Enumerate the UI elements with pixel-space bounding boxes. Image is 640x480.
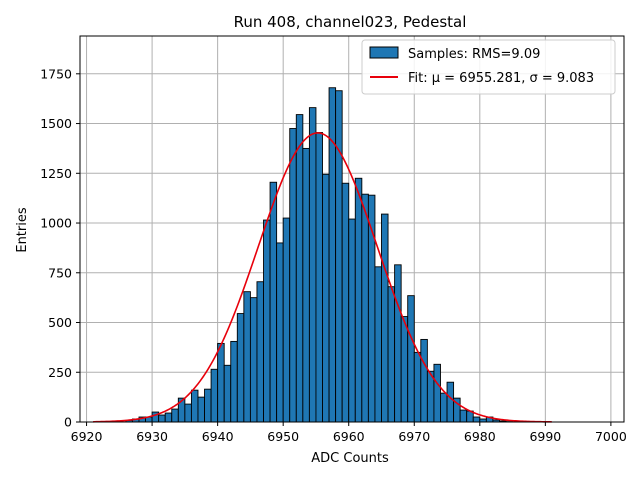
plot-frame	[79, 35, 625, 423]
histogram-bar	[413, 351, 422, 423]
histogram-bar	[256, 281, 264, 423]
histogram-bar	[335, 90, 343, 423]
histogram-bar	[426, 370, 435, 423]
histogram-bar	[204, 388, 212, 423]
histogram-bar	[348, 218, 356, 423]
histogram-bar	[223, 364, 232, 423]
y-tick-label: 1000	[40, 216, 72, 231]
histogram-bar	[400, 316, 409, 423]
histogram-bar	[322, 173, 330, 423]
histogram-bar	[302, 147, 310, 423]
histogram-bar	[158, 414, 166, 423]
histogram-bar	[230, 340, 238, 423]
histogram-bar	[433, 363, 441, 423]
histogram-bar	[295, 114, 304, 423]
x-tick-label: 6920	[71, 429, 103, 444]
histogram-bar	[341, 182, 350, 423]
legend-box	[361, 39, 616, 95]
chart-title: Run 408, channel023, Pedestal	[234, 13, 467, 31]
y-tick-label: 1500	[40, 116, 72, 131]
histogram-bar	[243, 291, 251, 423]
histogram-bar	[210, 368, 219, 423]
fit-curve	[93, 132, 552, 423]
legend-swatch-samples	[369, 46, 399, 59]
x-tick-label: 7000	[595, 429, 627, 444]
histogram-bar	[361, 193, 369, 423]
histogram-bar	[197, 396, 205, 423]
histogram-bar	[387, 286, 396, 423]
legend: Samples: RMS=9.09 Fit: μ = 6955.281, σ =…	[361, 39, 616, 95]
histogram-bar	[269, 181, 278, 423]
y-axis-label: Entries	[15, 207, 30, 253]
legend-label-samples: Samples: RMS=9.09	[408, 47, 540, 62]
histogram-bar	[263, 219, 271, 423]
histogram-bar	[249, 297, 258, 423]
histogram-bar	[190, 389, 199, 423]
histogram-bar	[394, 264, 402, 423]
histogram-bar	[381, 213, 389, 423]
x-tick-label: 6930	[136, 429, 168, 444]
histogram-bar	[236, 313, 245, 423]
histogram-bar	[446, 381, 455, 423]
y-axis: 0 250 500 750 1000 1250 1500 1750	[40, 66, 80, 430]
x-axis-label: ADC Counts	[311, 451, 389, 466]
histogram-bar	[308, 107, 317, 423]
y-tick-label: 0	[64, 415, 72, 430]
histogram-bar	[472, 416, 481, 423]
histogram-bar	[420, 338, 428, 423]
histogram-bar	[459, 409, 468, 423]
x-tick-label: 6990	[529, 429, 561, 444]
histogram-bar	[217, 342, 225, 423]
y-tick-label: 500	[48, 315, 72, 330]
x-tick-label: 6940	[202, 429, 234, 444]
x-tick-label: 6970	[398, 429, 430, 444]
histogram-bar	[276, 242, 284, 423]
histogram-bar	[354, 177, 363, 423]
x-axis: 6920 6930 6940 6950 6960 6970 6980 6990 7000	[71, 422, 627, 444]
y-tick-label: 1250	[40, 166, 72, 181]
x-tick-label: 6980	[464, 429, 496, 444]
y-tick-label: 750	[48, 265, 72, 280]
x-tick-label: 6950	[267, 429, 299, 444]
histogram-bar	[440, 392, 448, 423]
x-tick-label: 6960	[333, 429, 365, 444]
histogram-bar	[289, 128, 297, 423]
histogram-bar	[171, 408, 179, 423]
y-tick-label: 1750	[40, 66, 72, 81]
histogram-bar	[282, 217, 291, 423]
legend-label-fit: Fit: μ = 6955.281, σ = 9.083	[408, 71, 594, 86]
histogram-bar	[164, 412, 173, 423]
histogram-bar	[407, 295, 415, 423]
histogram-bar	[374, 266, 382, 423]
histogram-bar	[184, 403, 192, 423]
y-tick-label: 250	[48, 365, 72, 380]
histogram-bar	[315, 132, 323, 423]
